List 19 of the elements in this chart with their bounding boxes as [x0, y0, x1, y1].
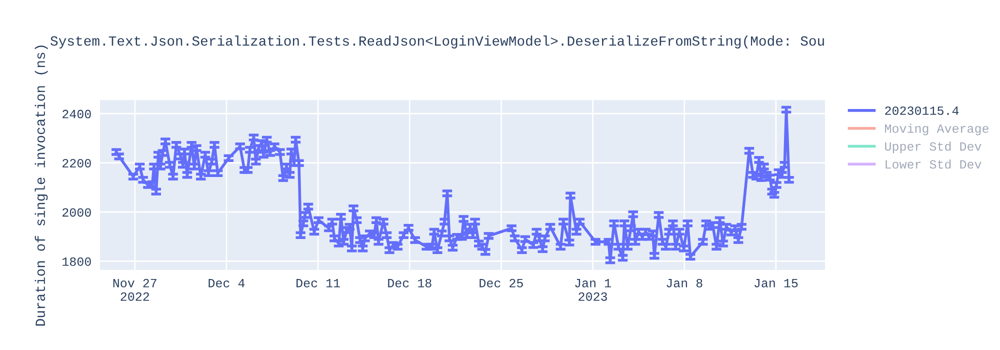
x-tick-label: Jan 15 — [754, 279, 798, 288]
legend-label: 20230115.4 — [885, 106, 959, 115]
legend-label: Moving Average — [885, 124, 988, 136]
x-tick-label: Dec 18 — [388, 278, 432, 288]
line-series — [114, 108, 790, 262]
y-tick-label: 2000 — [62, 208, 91, 217]
x-tick-label: Dec 4 — [208, 279, 245, 288]
x-tick-label: Dec 25 — [480, 278, 523, 288]
x-tick-label: Dec 11 — [296, 279, 340, 288]
x-tick-label: Nov 27 2022 — [113, 278, 156, 301]
y-tick-label: 1800 — [62, 257, 91, 266]
legend-label: Lower Std Dev — [886, 159, 982, 169]
x-tick-label: Jan 8 — [666, 278, 702, 288]
y-tick-label: 2400 — [62, 110, 91, 118]
chart-title: System.Text.Json.Serialization.Tests.ReadJson<LoginViewModel>.DeserializeFromString(Mode: Sou — [50, 36, 824, 48]
x-tick-label: Jan 1 2023 — [575, 279, 611, 301]
legend-label: Upper Std Dev — [885, 142, 982, 154]
y-tick-label: 2200 — [62, 159, 91, 168]
y-axis-title: Duration of single invocation (ns) — [34, 46, 48, 326]
